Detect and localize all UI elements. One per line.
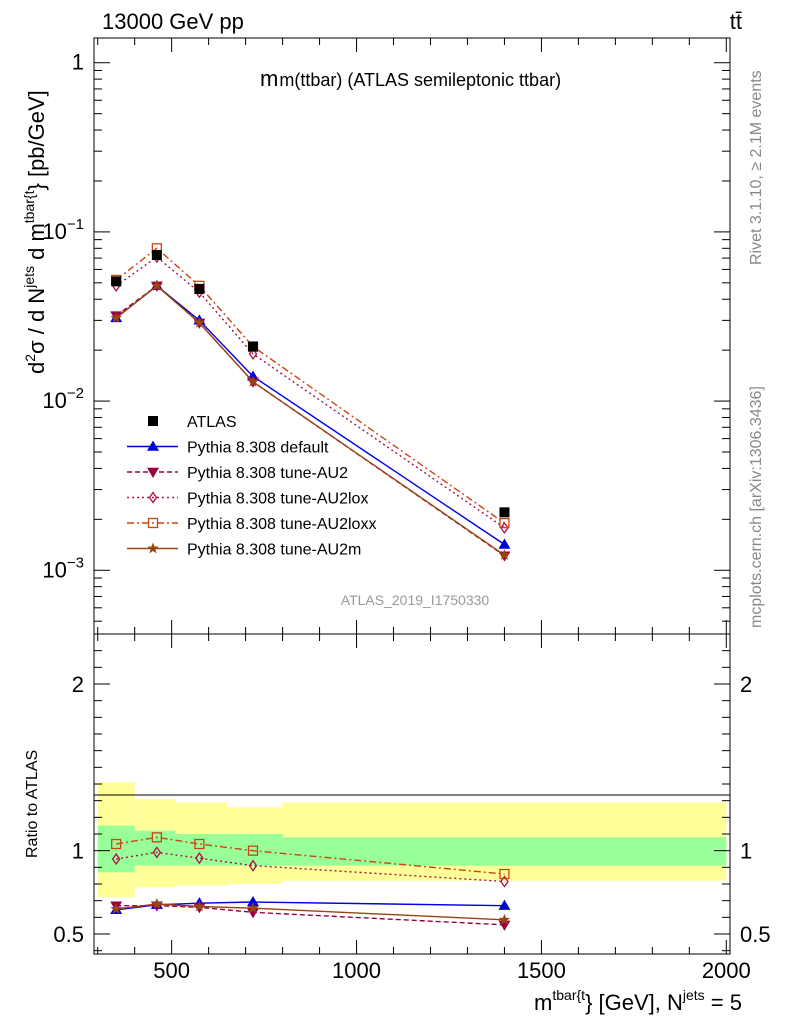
- band-inner-1: [134, 830, 176, 866]
- plot-title: mm(ttbar) (ATLAS semileptonic ttbar): [260, 66, 561, 91]
- ratio-point-pythia-8-308-tune-au2loxx: [151, 832, 163, 843]
- series-point-pythia-8-308-default: [498, 538, 511, 549]
- axis-ticks: 500 1000 1500 2000 1 10−1 10−2 10−3 0.5 0.5 1 1 2 2: [42, 38, 771, 983]
- series-line-pythia-8-308-tune-au2m: [115, 284, 505, 556]
- ratio-y-tick-label-left: 1: [72, 839, 84, 864]
- ratio-y-tick-label-right: 0.5: [740, 922, 771, 947]
- ratio-point-pythia-8-308-tune-au2loxx: [111, 838, 122, 850]
- y-tick-label: 10−2: [42, 385, 84, 413]
- legend-label-atlas: ATLAS: [187, 414, 237, 431]
- ratio-point-pythia-8-308-tune-au2loxx: [247, 845, 259, 856]
- legend: ATLAS Pythia 8.308 default Pythia 8.308 tu…: [127, 414, 376, 559]
- ratio-point-pythia-8-308-tune-au2loxx: [499, 868, 510, 880]
- series-point-pythia-8-308-tune-au2m: [193, 316, 206, 328]
- x-tick-label: 2000: [702, 958, 751, 983]
- legend-marker-pythia-8-308-tune-au2: [147, 467, 159, 478]
- series-point-pythia-8-308-tune-au2lox: [500, 521, 509, 535]
- x-tick-label: 1500: [517, 958, 566, 983]
- atlas-data-point: [151, 250, 162, 261]
- series-line-pythia-8-308-tune-au2lox: [115, 256, 505, 529]
- ratio-line-pythia-8-308-tune-au2: [116, 904, 505, 926]
- ratio-point-pythia-8-308-tune-au2m: [498, 913, 511, 925]
- ratio-point-pythia-8-308-tune-au2m: [193, 900, 206, 912]
- legend-label-pythia-8-308-tune-au2: Pythia 8.308 tune-AU2: [187, 465, 348, 482]
- analysis-id: ATLAS_2019_I1750330: [341, 592, 490, 608]
- legend-marker-pythia-8-308-tune-au2lox: [148, 491, 158, 504]
- y-axis-label: d2σ / d Njets d mtbar{t} [pb/GeV]: [21, 90, 49, 374]
- ratio-point-pythia-8-308-tune-au2m: [247, 902, 259, 913]
- ratio-y-tick-label-left: 2: [72, 672, 84, 697]
- ratio-point-pythia-8-308-tune-au2lox: [111, 852, 121, 866]
- ratio-point-pythia-8-308-tune-au2lox: [195, 852, 204, 865]
- ratio-uncertainty-bands: [97, 782, 727, 898]
- ratio-point-pythia-8-308-tune-au2m: [110, 903, 122, 914]
- atlas-data-point: [111, 276, 122, 287]
- series-point-pythia-8-308-tune-au2lox: [248, 347, 258, 361]
- ratio-point-pythia-8-308-tune-au2lox: [152, 846, 162, 859]
- ratio-y-axis-label: Ratio to ATLAS: [24, 750, 41, 858]
- ratio-y-tick-label-right: 2: [740, 672, 752, 697]
- x-tick-label: 1000: [332, 958, 381, 983]
- energy-label: 13000 GeV pp: [102, 9, 244, 34]
- atlas-data-point: [499, 507, 510, 518]
- band-inner-4: [282, 837, 727, 866]
- x-tick-label: 500: [153, 958, 190, 983]
- ratio-point-pythia-8-308-tune-au2loxx: [194, 838, 205, 850]
- ratio-point-pythia-8-308-default: [498, 899, 511, 910]
- legend-marker-pythia-8-308-tune-au2loxx: [147, 517, 159, 529]
- legend-label-pythia-8-308-default: Pythia 8.308 default: [187, 440, 329, 457]
- series-point-pythia-8-308-tune-au2m: [247, 375, 259, 387]
- ratio-point-pythia-8-308-tune-au2lox: [248, 859, 258, 872]
- legend-marker-pythia-8-308-tune-au2m: [147, 542, 159, 554]
- x-axis-label: mtbar{t} [GeV], Njets = 5: [534, 987, 742, 1015]
- process-label: tt̄: [730, 9, 742, 34]
- series-point-pythia-8-308-tune-au2m: [498, 549, 511, 560]
- series-point-pythia-8-308-tune-au2loxx: [499, 517, 510, 529]
- ratio-series-group: [110, 832, 511, 931]
- legend-label-pythia-8-308-tune-au2m: Pythia 8.308 tune-AU2m: [187, 542, 361, 559]
- main-series-group: [110, 243, 511, 562]
- legend-label-pythia-8-308-tune-au2loxx: Pythia 8.308 tune-AU2loxx: [187, 516, 376, 533]
- series-point-pythia-8-308-tune-au2m: [151, 279, 163, 291]
- legend-marker-pythia-8-308-default: [147, 440, 159, 451]
- atlas-data-point: [248, 341, 258, 352]
- rivet-label: Rivet 3.1.10, ≥ 2.1M events: [748, 70, 765, 265]
- ratio-y-tick-label-right: 1: [740, 839, 752, 864]
- y-tick-label: 10−3: [42, 554, 84, 582]
- ratio-point-pythia-8-308-tune-au2lox: [500, 875, 509, 888]
- legend-marker-atlas: [148, 416, 158, 426]
- mcplots-label: mcplots.cern.ch [arXiv:1306.3436]: [748, 386, 765, 628]
- band-inner-3: [227, 834, 283, 866]
- ratio-plot-frame: [93, 633, 731, 955]
- legend-label-pythia-8-308-tune-au2lox: Pythia 8.308 tune-AU2lox: [187, 491, 368, 508]
- y-tick-label: 10−1: [42, 216, 84, 244]
- ratio-point-pythia-8-308-tune-au2m: [151, 898, 163, 909]
- series-point-pythia-8-308-tune-au2m: [110, 312, 122, 323]
- ratio-point-pythia-8-308-default: [247, 896, 259, 907]
- ratio-point-pythia-8-308-tune-au2: [247, 908, 259, 919]
- atlas-data-point: [194, 283, 205, 294]
- plot-title-text: m(ttbar) (ATLAS semileptonic ttbar): [279, 70, 561, 90]
- y-tick-label: 1: [72, 50, 84, 75]
- ratio-y-tick-label-left: 0.5: [53, 922, 84, 947]
